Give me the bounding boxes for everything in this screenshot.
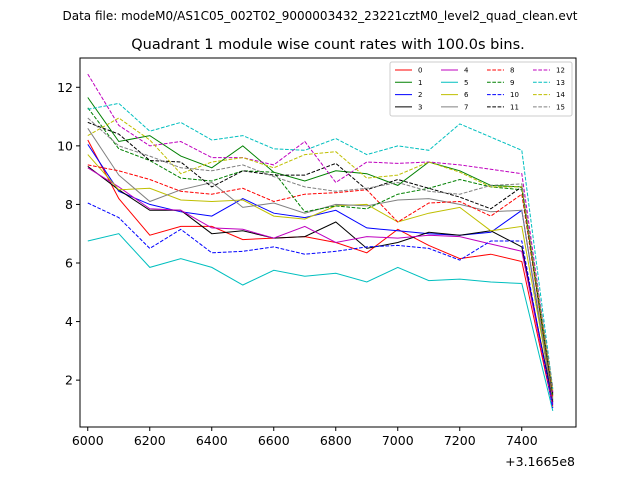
x-tick-label: 7400 (506, 433, 538, 448)
series-line-11 (87, 121, 554, 394)
legend-label-12: 12 (556, 67, 565, 75)
legend-label-15: 15 (556, 103, 565, 111)
y-tick-label: 10 (57, 138, 73, 153)
plot-frame (79, 57, 577, 428)
series-line-1 (87, 97, 554, 401)
legend-label-8: 8 (510, 67, 514, 75)
series-line-2 (87, 144, 554, 404)
x-offset-label: +3.1665e8 (505, 454, 575, 469)
x-tick-label: 6800 (320, 433, 352, 448)
series-line-5 (87, 233, 554, 412)
x-tick-label: 6400 (196, 433, 228, 448)
plot-area (79, 57, 577, 428)
series-line-14 (87, 117, 554, 391)
y-tick-label: 2 (65, 373, 73, 388)
x-tick-label: 7000 (382, 433, 414, 448)
legend-label-14: 14 (556, 91, 565, 99)
x-tick-label: 6600 (258, 433, 290, 448)
legend-label-1: 1 (418, 79, 422, 87)
x-tick-label: 6200 (134, 433, 166, 448)
x-axis: 6000 6200 6400 6600 6800 7000 7200 7400 (72, 427, 538, 448)
series-line-0 (87, 139, 554, 407)
series-line-15 (87, 117, 554, 388)
y-tick-label: 6 (65, 256, 73, 271)
series-line-13 (87, 102, 554, 389)
chart-title: Quadrant 1 module wise count rates with … (131, 37, 525, 53)
legend-box (389, 61, 573, 117)
series-line-12 (87, 73, 554, 392)
legend-label-11: 11 (510, 103, 519, 111)
legend-label-3: 3 (418, 103, 422, 111)
y-tick-label: 8 (65, 197, 73, 212)
series-line-4 (87, 167, 554, 406)
legend-label-9: 9 (510, 79, 514, 87)
series-line-10 (87, 202, 554, 409)
legend-label-6: 6 (464, 91, 469, 99)
legend-label-0: 0 (418, 67, 422, 75)
legend-label-10: 10 (510, 91, 519, 99)
y-axis: 2 4 6 8 10 12 (57, 80, 80, 388)
legend-label-13: 13 (556, 79, 565, 87)
legend-label-4: 4 (464, 67, 469, 75)
series-line-3 (87, 166, 554, 403)
x-tick-label: 6000 (72, 433, 104, 448)
x-tick-label: 7200 (444, 433, 476, 448)
chart-suptitle: Data file: modeM0/AS1C05_002T02_90000034… (62, 9, 577, 23)
y-tick-label: 4 (65, 314, 73, 329)
series-line-8 (87, 164, 554, 397)
series-layer (87, 73, 554, 412)
legend-label-2: 2 (418, 91, 422, 99)
series-line-6 (87, 154, 554, 398)
series-line-9 (87, 107, 554, 395)
legend-label-5: 5 (464, 79, 468, 87)
y-tick-label: 12 (57, 80, 73, 95)
legend-label-7: 7 (464, 103, 468, 111)
